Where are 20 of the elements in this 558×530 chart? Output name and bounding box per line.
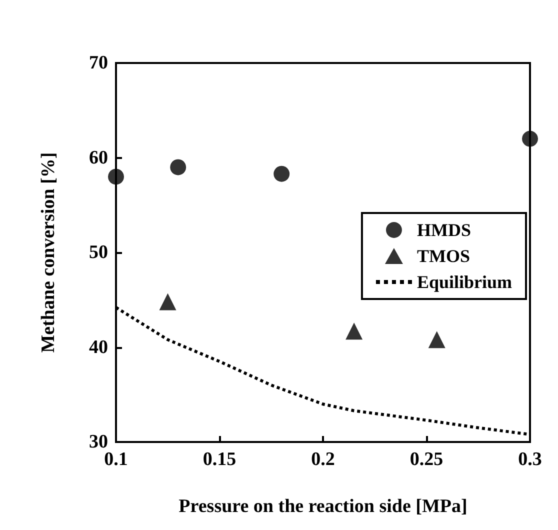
point	[274, 166, 290, 182]
x-tick-label: 0.2	[311, 449, 335, 470]
y-axis-title: Methane conversion [%]	[38, 152, 59, 353]
x-tick-label: 0.3	[518, 449, 542, 470]
point	[170, 159, 186, 176]
point	[522, 130, 538, 147]
x-tick-label: 0.25	[410, 449, 444, 470]
x-axis-title: Pressure on the reaction side [MPa]	[178, 496, 468, 517]
x-tick-label: 0.15	[202, 449, 236, 470]
y-tick-label: 60	[89, 147, 108, 168]
legend-label: TMOS	[416, 246, 470, 266]
y-tick-label: 50	[89, 242, 108, 263]
y-tick-label: 40	[89, 336, 108, 358]
y-tick-label: 70	[89, 52, 108, 74]
legend-label: HMDS	[416, 220, 471, 240]
point	[428, 331, 446, 348]
point	[346, 322, 363, 340]
point	[159, 293, 176, 310]
legend-label: Equilibrium	[416, 272, 512, 292]
point	[108, 168, 124, 185]
